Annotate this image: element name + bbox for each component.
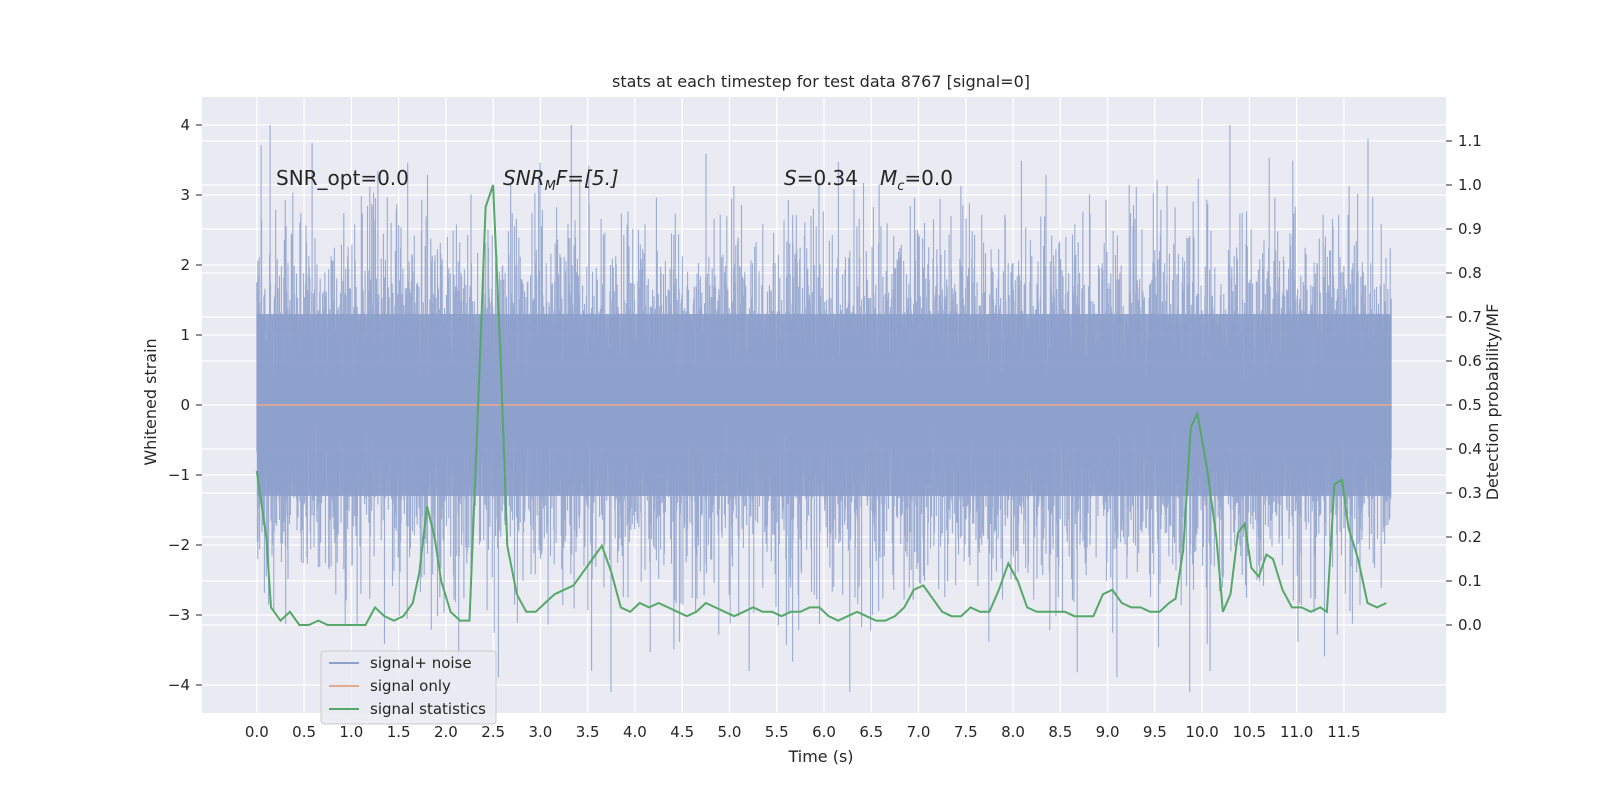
x-tick-label: 9.5 [1143, 723, 1167, 741]
y-tick-label: −3 [168, 606, 190, 624]
x-tick-label: 3.0 [528, 723, 552, 741]
x-tick-label: 2.5 [481, 723, 505, 741]
x-tick-label: 4.5 [670, 723, 694, 741]
mc-sub: c [897, 179, 904, 194]
x-tick-label: 10.0 [1185, 723, 1218, 741]
y-right-tick-label: 0.9 [1458, 220, 1482, 238]
x-tick-label: 1.5 [387, 723, 411, 741]
x-tick-label: 7.5 [954, 723, 978, 741]
x-tick-label: 8.0 [1001, 723, 1025, 741]
y-right-tick-label: 0.0 [1458, 616, 1482, 634]
x-tick-label: 3.5 [576, 723, 600, 741]
y-tick-label: −1 [168, 466, 190, 484]
x-tick-label: 11.5 [1327, 723, 1360, 741]
x-tick-label: 1.0 [339, 723, 363, 741]
y-tick-label: 2 [180, 256, 190, 274]
y-right-axis-ticks: 1.1 1.0 0.9 0.8 0.7 0.6 0.5 0.4 0.3 0.2 0.1 0.0 [1446, 132, 1482, 634]
x-axis-ticks: 0.0 0.5 1.0 1.5 2.0 2.5 3.0 3.5 4.0 4.5 5.0 5.5 6.0 6… [245, 723, 1361, 741]
snr-mf-main: SNR [503, 166, 545, 190]
x-tick-label: 6.5 [859, 723, 883, 741]
legend: signal+ noise signal only signal statist… [320, 650, 497, 725]
y-right-tick-label: 1.1 [1458, 132, 1482, 150]
y-right-tick-label: 0.2 [1458, 528, 1482, 546]
y-right-tick-label: 1.0 [1458, 176, 1482, 194]
y-tick-label: −2 [168, 536, 190, 554]
x-tick-label: 5.5 [765, 723, 789, 741]
signal-statistics-line [255, 184, 1387, 626]
mc-annotation: Mc=0.0 [880, 166, 953, 194]
y-right-tick-label: 0.4 [1458, 440, 1482, 458]
legend-label-noise: signal+ noise [370, 654, 472, 672]
legend-box [320, 650, 497, 725]
y-axis-ticks: 4 3 2 1 0 −1 −2 −3 −4 [168, 116, 202, 694]
s-annotation: S=0.34 [784, 166, 858, 190]
y-right-tick-label: 0.1 [1458, 572, 1482, 590]
x-tick-label: 8.5 [1048, 723, 1072, 741]
noise-trace [256, 125, 1392, 692]
y-right-tick-label: 0.5 [1458, 396, 1482, 414]
x-tick-label: 4.0 [623, 723, 647, 741]
snr-mf-annotation: SNRMF=[5.] [503, 166, 619, 194]
snr-mf-rest: F=[5.] [556, 166, 619, 190]
legend-label-stats: signal statistics [370, 700, 486, 718]
x-axis-label: Time (s) [787, 747, 853, 766]
s-value: =0.34 [797, 166, 858, 190]
y-right-tick-label: 0.8 [1458, 264, 1482, 282]
y-right-axis-label: Detection probability/MF [1483, 304, 1502, 501]
x-tick-label: 0.0 [245, 723, 269, 741]
mc-label: M [880, 166, 897, 190]
snr-opt-annotation: SNR_opt=0.0 [276, 166, 409, 190]
y-tick-label: 4 [180, 116, 190, 134]
s-label: S [784, 166, 797, 190]
x-tick-label: 2.0 [434, 723, 458, 741]
x-tick-label: 11.0 [1280, 723, 1313, 741]
x-tick-label: 6.0 [812, 723, 836, 741]
chart-title: stats at each timestep for test data 876… [612, 72, 1030, 91]
y-right-tick-label: 0.3 [1458, 484, 1482, 502]
y-right-tick-label: 0.7 [1458, 308, 1482, 326]
y-tick-label: 0 [180, 396, 190, 414]
x-tick-label: 0.5 [292, 723, 316, 741]
x-tick-label: 9.0 [1096, 723, 1120, 741]
y-right-tick-label: 0.6 [1458, 352, 1482, 370]
mc-value: =0.0 [904, 166, 953, 190]
y-tick-label: 1 [180, 326, 190, 344]
y-tick-label: −4 [168, 676, 190, 694]
y-axis-label: Whitened strain [141, 338, 160, 465]
y-tick-label: 3 [180, 186, 190, 204]
legend-label-signal: signal only [370, 677, 451, 695]
x-tick-label: 5.0 [718, 723, 742, 741]
snr-mf-sub: M [545, 179, 556, 194]
x-tick-label: 7.0 [907, 723, 931, 741]
x-tick-label: 10.5 [1233, 723, 1266, 741]
